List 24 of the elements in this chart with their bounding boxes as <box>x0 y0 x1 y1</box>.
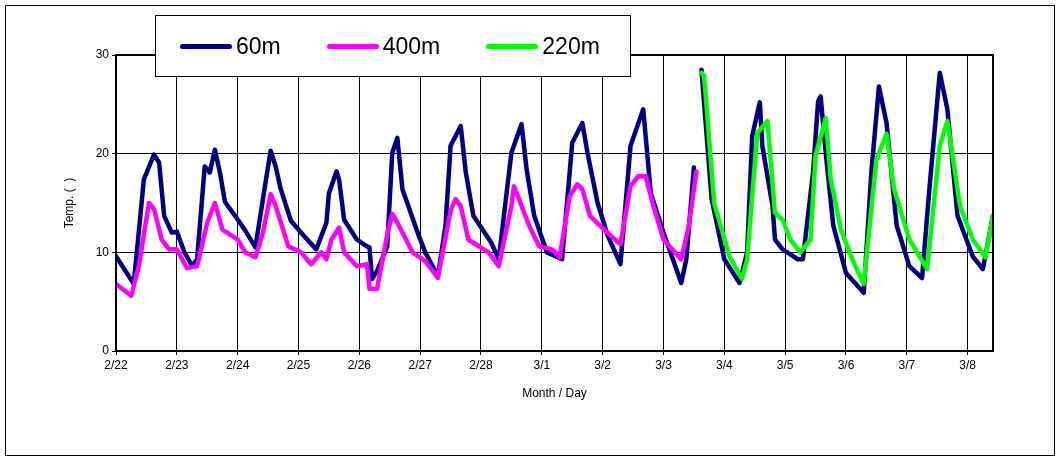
legend-label: 400m <box>382 32 441 60</box>
legend-label: 60m <box>236 32 281 60</box>
x-tick-label: 3/3 <box>655 357 673 372</box>
x-tick-label: 3/2 <box>594 357 612 372</box>
x-axis-title: Month / Day <box>522 386 587 401</box>
x-tick-label: 3/4 <box>715 357 733 372</box>
y-axis-title: Temp. ( ) <box>61 177 76 229</box>
x-tick-label: 2/22 <box>104 357 128 372</box>
y-tick-label: 0 <box>102 343 110 358</box>
x-tick-label: 3/1 <box>533 357 551 372</box>
x-tick-label: 3/7 <box>898 357 916 372</box>
x-tick-label: 3/5 <box>776 357 794 372</box>
x-tick-label: 2/24 <box>225 357 250 372</box>
y-tick-label: 10 <box>95 244 110 259</box>
y-tick-label: 30 <box>95 47 110 62</box>
x-tick-label: 2/28 <box>469 357 493 372</box>
x-tick-label: 2/26 <box>347 357 372 372</box>
legend-label: 220m <box>542 32 600 60</box>
x-tick-label: 3/6 <box>837 357 855 372</box>
y-tick-label: 20 <box>95 145 110 160</box>
x-tick-label: 2/25 <box>286 357 311 372</box>
x-tick-label: 2/27 <box>408 357 433 372</box>
x-tick-label: 3/8 <box>959 357 977 372</box>
x-tick-label: 2/23 <box>165 357 189 372</box>
